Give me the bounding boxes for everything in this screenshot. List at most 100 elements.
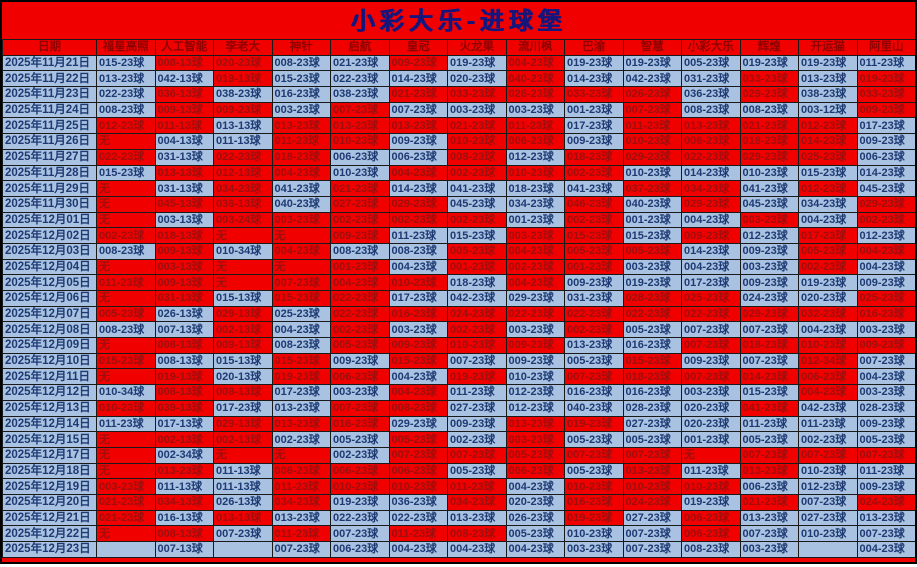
cell: 008-23球 (96, 242, 156, 260)
cell: 013-23球 (330, 117, 390, 135)
cell: 007-23球 (388, 446, 448, 464)
cell: 无 (96, 180, 156, 197)
cell: 011-23球 (856, 54, 915, 72)
cell: 003-23球 (856, 384, 915, 401)
cell: 018-13球 (154, 227, 214, 244)
cell: 011-13球 (213, 133, 273, 150)
cell: 018-23球 (739, 133, 799, 150)
cell: 001-23球 (622, 211, 682, 229)
cell: 018-23球 (564, 148, 624, 166)
date-cell: 2025年12月05日 (2, 274, 97, 291)
cell: 009-23球 (505, 337, 565, 354)
cell: 002-13球 (154, 431, 214, 448)
cell: 027-23球 (447, 399, 507, 417)
date-cell: 2025年12月09日 (2, 337, 97, 354)
column-header: 智慧 (622, 39, 682, 56)
date-cell: 2025年12月19日 (2, 478, 97, 495)
cell: 012-23球 (798, 478, 858, 495)
cell: 011-23球 (739, 415, 799, 433)
cell: 046-23球 (564, 195, 624, 213)
cell: 008-23球 (681, 541, 741, 558)
column-header: 福星高照 (96, 39, 156, 56)
cell: 011-23球 (271, 525, 331, 542)
cell: 022-23球 (330, 290, 390, 307)
date-cell: 2025年12月18日 (2, 462, 97, 480)
cell: 003-24球 (213, 211, 273, 229)
cell: 004-23球 (798, 211, 858, 229)
cell: 007-23球 (681, 337, 741, 354)
column-header: 神针 (271, 39, 331, 56)
cell: 002-23球 (564, 321, 624, 339)
table-row: 2025年12月22日无 008-13球 007-23球 011-23球 007-23球… (2, 525, 915, 542)
table-row: 2025年12月01日无 003-13球 003-24球 003-23球 002-23球… (2, 211, 915, 229)
cell: 022-23球 (330, 305, 390, 323)
cell: 040-23球 (622, 195, 682, 213)
cell: 004-23球 (505, 478, 565, 495)
date-cell: 2025年11月24日 (2, 101, 97, 119)
cell: 002-23球 (564, 211, 624, 229)
cell: 045-23球 (447, 195, 507, 213)
table-row: 2025年12月15日无 002-13球 002-13球 002-23球 005-23球… (2, 431, 915, 448)
cell: 002-23球 (96, 227, 156, 244)
cell: 029-13球 (213, 305, 273, 323)
cell: 015-23球 (798, 164, 858, 182)
date-cell: 2025年11月22日 (2, 70, 97, 88)
cell: 013-23球 (96, 70, 156, 88)
cell: 015-23球 (447, 227, 507, 244)
cell: 011-23球 (271, 133, 331, 150)
cell: 017-23球 (213, 399, 273, 417)
cell: 005-23球 (505, 525, 565, 542)
cell: 036-23球 (681, 86, 741, 103)
cell: 011-13球 (154, 117, 214, 135)
cell: 015-23球 (622, 352, 682, 370)
cell: 004-23球 (388, 258, 448, 276)
cell: 008-23球 (96, 321, 156, 339)
cell: 019-23球 (739, 54, 799, 72)
cell: 006-23球 (271, 462, 331, 480)
cell: 003-12球 (798, 101, 858, 119)
cell: 009-23球 (388, 54, 448, 72)
cell: 019-13球 (213, 70, 273, 88)
cell: 008-23球 (388, 399, 448, 417)
cell: 无 (681, 446, 741, 464)
cell: 034-23球 (505, 195, 565, 213)
cell: 022-23球 (96, 86, 156, 103)
cell: 029-23球 (388, 415, 448, 433)
cell: 008-23球 (271, 337, 331, 354)
cell: 019-23球 (798, 274, 858, 291)
cell: 031-13球 (154, 290, 214, 307)
cell: 019-23球 (447, 368, 507, 386)
column-header: 小彩大乐 (681, 39, 741, 56)
cell: 002-23球 (798, 258, 858, 276)
cell: 004-23球 (447, 541, 507, 558)
cell: 016-13球 (154, 509, 214, 527)
cell: 无 (96, 211, 156, 229)
cell: 020-13球 (213, 368, 273, 386)
table-row: 2025年12月06日无 031-13球 015-13球 015-23球 022-23球… (2, 290, 915, 307)
cell: 034-23球 (271, 493, 331, 511)
cell (96, 541, 156, 558)
cell: 009-23球 (856, 274, 915, 291)
cell: 007-23球 (330, 525, 390, 542)
cell: 004-23球 (856, 541, 915, 558)
cell: 005-23球 (798, 242, 858, 260)
cell: 029-13球 (213, 415, 273, 433)
cell: 010-23球 (739, 164, 799, 182)
cell: 004-13球 (154, 133, 214, 150)
cell (798, 541, 858, 558)
cell: 002-23球 (271, 431, 331, 448)
cell: 001-23球 (505, 211, 565, 229)
cell: 010-23球 (622, 133, 682, 150)
cell: 013-23球 (505, 415, 565, 433)
table-row: 2025年12月10日 015-23球 008-13球 015-13球 015-23球 0… (2, 352, 915, 370)
cell: 016-23球 (622, 337, 682, 354)
column-header: 阿里山 (856, 39, 915, 56)
column-header: 流川枫 (505, 39, 565, 56)
table-row: 2025年11月26日无 004-13球 011-13球 011-23球 010-23球… (2, 133, 915, 150)
cell: 041-23球 (564, 180, 624, 197)
cell: 002-23球 (330, 446, 390, 464)
cell: 041-23球 (739, 180, 799, 197)
cell: 001-23球 (564, 258, 624, 276)
cell: 025-23球 (271, 305, 331, 323)
